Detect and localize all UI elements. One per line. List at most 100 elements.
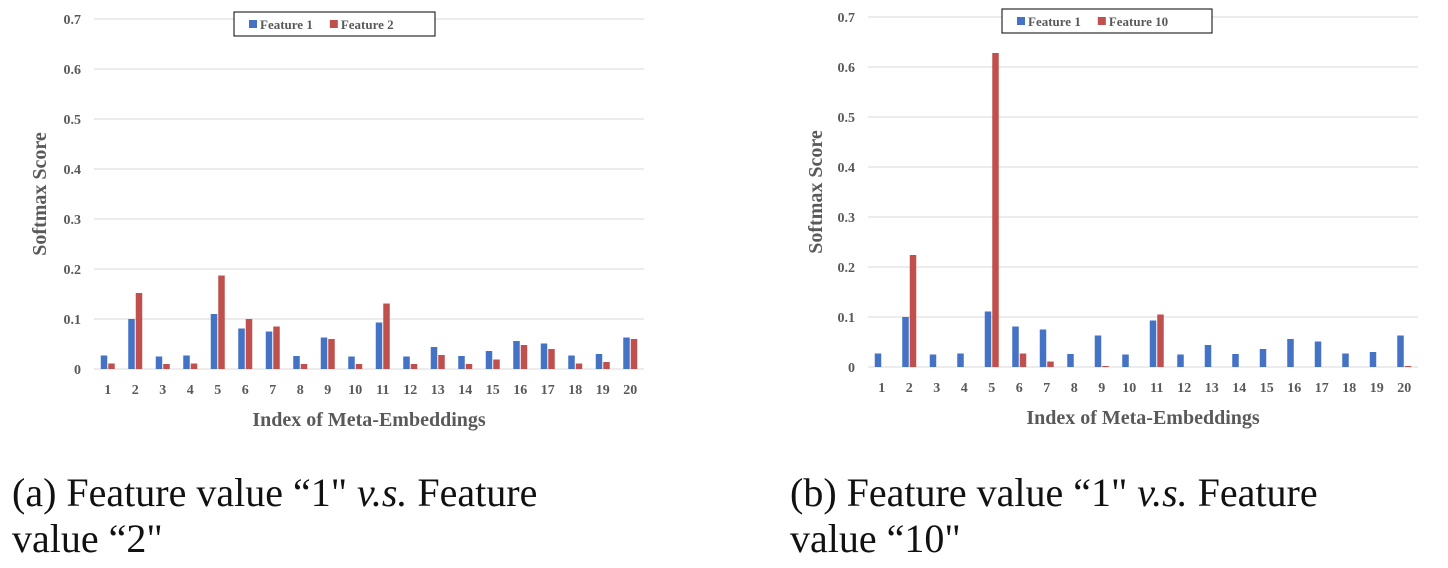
bar-2 — [909, 255, 917, 367]
bar-1 — [957, 353, 964, 367]
x-tick-label: 2 — [132, 383, 139, 398]
bar-1 — [430, 347, 438, 369]
legend: Feature 1 Feature 10 — [1001, 8, 1213, 34]
legend-label: Feature 10 — [1109, 14, 1168, 29]
y-tick-label: 0.2 — [64, 263, 82, 278]
bar-2 — [190, 363, 198, 369]
caption-b-rest1: Feature — [1197, 470, 1318, 515]
legend-swatch — [249, 20, 257, 28]
legend-swatch — [1017, 17, 1025, 25]
x-tick-label: 3 — [933, 381, 940, 396]
bar-2 — [135, 293, 143, 369]
legend-swatch — [329, 20, 338, 28]
x-tick-label: 11 — [1150, 381, 1163, 396]
x-tick-label: 18 — [568, 383, 582, 398]
bar-1 — [1177, 354, 1184, 367]
bar-2 — [218, 275, 225, 369]
x-axis-title: Index of Meta-Embeddings — [1026, 407, 1260, 429]
x-tick-label: 18 — [1342, 381, 1356, 396]
bar-2 — [383, 303, 390, 369]
bar-1 — [210, 314, 218, 369]
y-tick-label: 0.7 — [64, 13, 82, 28]
x-tick-label: 11 — [376, 383, 389, 398]
bar-1 — [1039, 329, 1047, 367]
bar-1 — [902, 317, 909, 367]
x-tick-label: 17 — [541, 383, 555, 398]
bar-1 — [293, 356, 300, 369]
bar-2 — [493, 359, 500, 369]
y-tick-label: 0.3 — [64, 213, 82, 228]
x-tick-label: 6 — [1016, 381, 1023, 396]
y-axis-title: Softmax Score — [29, 132, 51, 256]
x-tick-label: 5 — [214, 383, 221, 398]
bar-1 — [1342, 353, 1349, 367]
y-tick-label: 0.4 — [64, 163, 82, 178]
bar-2 — [328, 339, 335, 369]
bar-1 — [100, 355, 108, 369]
y-tick-label: 0.1 — [838, 311, 856, 326]
bar-1 — [513, 341, 520, 369]
bar-1 — [874, 353, 882, 367]
caption-b-rest2: value “10" — [790, 516, 961, 561]
bar-2 — [355, 364, 363, 369]
bar-2 — [163, 364, 170, 369]
x-tick-label: 16 — [513, 383, 527, 398]
caption-b-vs: v.s. — [1137, 470, 1188, 515]
bar-1 — [265, 331, 273, 369]
x-tick-label: 2 — [906, 381, 913, 396]
x-tick-label: 7 — [1043, 381, 1050, 396]
bar-1 — [1204, 345, 1212, 367]
legend-box — [1001, 8, 1213, 34]
bar-2 — [1404, 366, 1412, 367]
chart-b: 00.10.20.30.40.50.60.71 2 3 4 5 6 7 8 9 10 11 12 13 1… — [805, 8, 1418, 429]
legend: Feature 1 Feature 2 — [233, 11, 436, 37]
y-tick-label: 0.3 — [838, 211, 856, 226]
y-tick-label: 0.5 — [64, 113, 82, 128]
bar-2 — [300, 364, 308, 369]
bar-1 — [128, 319, 135, 369]
bar-1 — [1369, 352, 1377, 367]
bar-1 — [568, 355, 575, 369]
x-tick-label: 12 — [403, 383, 417, 398]
x-tick-label: 12 — [1177, 381, 1191, 396]
x-tick-label: 3 — [159, 383, 166, 398]
x-tick-label: 14 — [1232, 381, 1246, 396]
bar-1 — [595, 354, 603, 369]
bar-1 — [155, 356, 163, 369]
bar-1 — [348, 356, 355, 369]
bar-1 — [1149, 320, 1157, 367]
bar-1 — [1067, 354, 1074, 367]
y-axis-title: Softmax Score — [805, 130, 827, 254]
bar-2 — [438, 355, 445, 369]
legend-label: Feature 2 — [341, 17, 394, 32]
bar-1 — [183, 355, 190, 369]
bar-1 — [929, 354, 937, 367]
y-tick-label: 0.5 — [838, 111, 856, 126]
legend-swatch — [1097, 17, 1106, 25]
bar-1 — [1287, 339, 1294, 367]
bar-1 — [540, 343, 548, 369]
bar-1 — [403, 356, 410, 369]
bar-1 — [1122, 354, 1129, 367]
x-tick-label: 13 — [431, 383, 445, 398]
bar-1 — [320, 337, 328, 369]
x-tick-label: 15 — [1260, 381, 1274, 396]
y-tick-label: 0.2 — [838, 261, 856, 276]
bar-1 — [1012, 326, 1019, 367]
bar-2 — [1047, 361, 1054, 367]
x-tick-label: 4 — [961, 381, 968, 396]
x-tick-label: 19 — [596, 383, 610, 398]
x-tick-label: 20 — [623, 383, 637, 398]
x-tick-label: 19 — [1370, 381, 1384, 396]
bar-1 — [1314, 341, 1322, 367]
bar-1 — [623, 337, 630, 369]
y-tick-label: 0.6 — [64, 63, 82, 78]
bar-2 — [410, 364, 418, 369]
x-axis-title: Index of Meta-Embeddings — [252, 409, 486, 431]
bar-2 — [108, 363, 115, 369]
x-tick-label: 20 — [1397, 381, 1411, 396]
bar-1 — [1232, 354, 1239, 367]
x-tick-label: 7 — [269, 383, 276, 398]
x-tick-label: 8 — [1071, 381, 1078, 396]
bar-2 — [245, 319, 253, 369]
